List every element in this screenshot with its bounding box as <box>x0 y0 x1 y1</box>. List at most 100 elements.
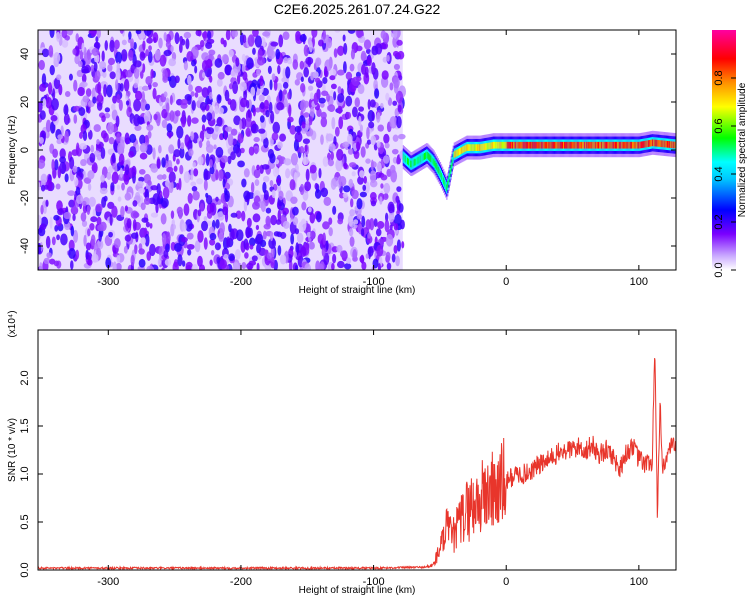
spectrogram-noise-cell <box>363 175 367 184</box>
spectrogram-signal-cell <box>498 141 500 149</box>
spectrogram-noise-cell <box>349 162 357 168</box>
spectrogram-signal-cell <box>613 141 616 149</box>
spectrogram-noise-cell <box>300 76 304 83</box>
spectrogram-noise-cell <box>214 105 219 115</box>
spectrogram-noise-cell <box>343 185 351 193</box>
snr-multiplier-label: (x10⁴) <box>7 310 18 337</box>
spectrogram-noise-cell <box>97 224 104 232</box>
spectrogram-noise-cell <box>90 234 96 247</box>
spectrogram-signal-cell <box>631 141 634 149</box>
spectrogram-signal-cell <box>524 141 526 149</box>
spectrogram-noise-cell <box>114 162 118 175</box>
spectrogram-signal-cell <box>468 144 470 151</box>
spectrogram-noise-cell <box>386 54 390 62</box>
spectrogram-noise-cell <box>93 41 101 50</box>
spectrogram-signal-cell <box>541 141 543 149</box>
spectrogram-noise-cell <box>252 201 260 210</box>
spectrogram-noise-cell <box>161 108 168 119</box>
spectrogram-noise-cell <box>366 139 372 145</box>
spectrogram-noise-cell <box>198 140 203 149</box>
spectrogram-noise-cell <box>194 65 198 74</box>
spectrogram-noise-cell <box>140 202 146 211</box>
spectrogram-signal-cell <box>602 141 604 149</box>
spectrogram-signal-cell <box>634 141 636 149</box>
spectrogram-signal-cell <box>551 141 553 149</box>
spectrogram-signal-cell <box>652 139 654 147</box>
spectrogram-noise-cell <box>48 45 54 57</box>
spectrogram-noise-cell <box>326 93 330 102</box>
spectrogram-noise-cell <box>115 51 123 65</box>
spectrogram-signal-cell <box>412 160 414 167</box>
spectrogram-noise-cell <box>175 110 181 117</box>
spectrogram-noise-cell <box>187 74 192 86</box>
spectrogram-noise-cell <box>95 36 99 43</box>
spectrogram-noise-cell <box>138 176 145 183</box>
spectrogram-noise-cell <box>315 211 322 223</box>
spectrogram-noise-cell <box>235 210 242 220</box>
spectrogram-noise-cell <box>268 101 273 114</box>
spectrogram-noise-cell <box>86 205 91 216</box>
spectrogram-noise-cell <box>228 83 234 90</box>
spectrogram-noise-cell <box>301 123 306 129</box>
spectrogram-noise-cell <box>269 79 273 91</box>
spectrogram-noise-cell <box>294 264 299 270</box>
spectrogram-noise-cell <box>256 68 261 76</box>
spectrogram-noise-cell <box>216 78 223 87</box>
spectrogram-noise-cell <box>309 164 317 174</box>
spectrogram-noise-cell <box>186 95 192 105</box>
spectrogram-noise-cell <box>60 233 68 246</box>
spectrogram-noise-cell <box>209 259 213 266</box>
spectrogram-signal-cell <box>558 141 560 149</box>
spectrogram-signal-cell <box>593 141 595 149</box>
spectrogram-x-tick-label: -300 <box>97 276 119 288</box>
spectrogram-noise-cell <box>85 106 89 113</box>
spectrogram-signal-cell <box>579 141 582 149</box>
spectrogram-signal-cell <box>552 141 554 149</box>
spectrogram-noise-cell <box>184 134 190 147</box>
spectrogram-noise-cell <box>201 31 208 39</box>
spectrogram-noise-cell <box>294 125 302 133</box>
spectrogram-noise-cell <box>302 138 310 145</box>
spectrogram-noise-cell <box>138 258 146 268</box>
spectrogram-noise-cell <box>258 94 265 102</box>
spectrogram-noise-cell <box>296 232 304 244</box>
spectrogram-noise-cell <box>353 150 360 159</box>
spectrogram-noise-cell <box>201 60 209 72</box>
spectrogram-signal-cell <box>605 141 607 149</box>
snr-x-ticks: -300 -200 -100 0 100 <box>97 330 648 588</box>
spectrogram-noise-cell <box>116 62 121 73</box>
spectrogram-noise-cell <box>359 191 367 198</box>
spectrogram-noise-cell <box>126 218 132 229</box>
spectrogram-noise-cell <box>392 100 398 106</box>
spectrogram-noise-cell <box>374 88 380 99</box>
spectrogram-noise-cell <box>379 196 383 205</box>
spectrogram-noise-cell <box>45 199 49 207</box>
spectrogram-noise-cell <box>50 115 58 122</box>
snr-y-ticks: 0.0 0.5 1.0 1.5 2.0 <box>19 370 676 578</box>
spectrogram-noise-cell <box>331 116 336 130</box>
spectrogram-noise-cell <box>380 183 384 189</box>
spectrogram-noise-cell <box>135 30 142 35</box>
spectrogram-signal-cell <box>658 140 660 147</box>
spectrogram-noise-cell <box>225 30 231 41</box>
spectrogram-signal-cell <box>663 140 665 148</box>
spectrogram-noise-cell <box>311 30 318 38</box>
spectrogram-noise-cell <box>173 165 178 172</box>
spectrogram-noise-cell <box>56 234 60 241</box>
spectrogram-noise-cell <box>396 157 400 165</box>
spectrogram-noise-cell <box>356 214 363 220</box>
spectrogram-noise-cell <box>376 162 382 173</box>
spectrogram-noise-cell <box>354 97 360 108</box>
spectrogram-signal-cell <box>410 160 412 168</box>
spectrogram-signal-cell <box>402 153 404 161</box>
spectrogram-noise-cell <box>123 159 131 168</box>
spectrogram-noise-cell <box>232 81 239 94</box>
spectrogram-signal-cell <box>554 141 556 149</box>
spectrogram-noise-cell <box>125 69 133 78</box>
spectrogram-noise-cell <box>165 41 171 48</box>
spectrogram-signal-cell <box>495 141 497 149</box>
spectrogram-noise-cell <box>147 180 152 186</box>
spectrogram-noise-cell <box>178 177 182 191</box>
spectrogram-noise-cell <box>356 198 363 210</box>
spectrogram-noise-cell <box>337 92 345 103</box>
